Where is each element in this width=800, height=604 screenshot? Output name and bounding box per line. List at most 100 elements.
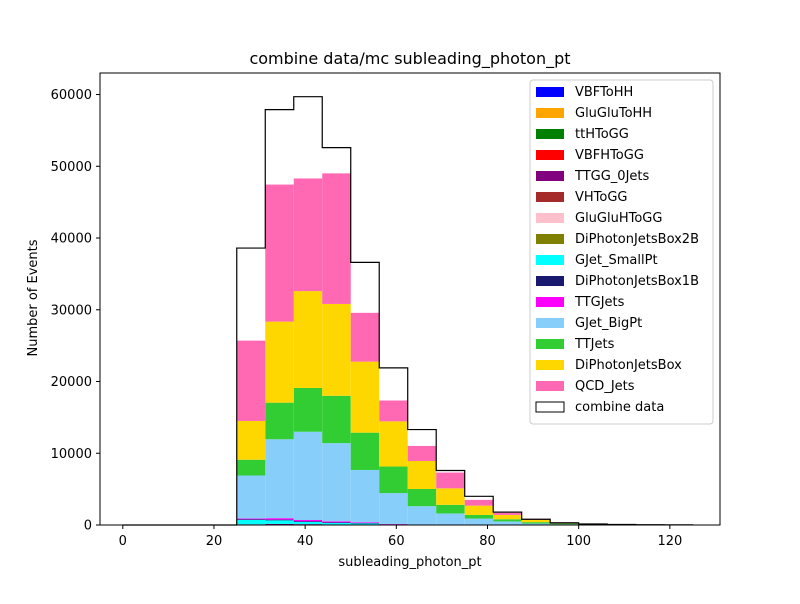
chart-title: combine data/mc subleading_photon_pt [249, 49, 570, 69]
x-tick-label: 100 [566, 534, 591, 549]
legend-label: GJet_SmallPt [575, 253, 658, 268]
legend-swatch [536, 297, 564, 307]
bar-DiPhotonJetsBox-bin-10 [408, 461, 436, 489]
legend-swatch [536, 318, 564, 328]
bar-TTJets-bin-12 [465, 515, 493, 519]
legend-label: DiPhotonJetsBox1B [575, 274, 699, 289]
bar-TTJets-bin-13 [493, 519, 521, 521]
bar-GJet_SmallPt-bin-4 [237, 520, 265, 524]
bar-QCD_Jets-bin-9 [379, 401, 407, 422]
bar-QCD_Jets-bin-10 [408, 446, 436, 461]
bar-DiPhotonJetsBox-bin-6 [294, 291, 322, 388]
bar-DiPhotonJetsBox-bin-5 [265, 322, 293, 403]
legend-label: GluGluToHH [575, 106, 652, 121]
bar-GJet_BigPt-bin-8 [351, 470, 379, 522]
bar-GJet_BigPt-bin-5 [265, 439, 293, 518]
legend: VBFToHH GluGluToHH ttHToGG VBFHToGG TTGG_0Je… [530, 80, 713, 424]
bar-TTGJets-bin-5 [265, 518, 293, 519]
bar-DiPhotonJetsBox1B-bin-6 [294, 521, 322, 522]
bar-GJet_SmallPt-bin-8 [351, 523, 379, 524]
bar-TTGJets-bin-7 [322, 521, 350, 522]
legend-label: DiPhotonJetsBox [575, 358, 682, 373]
bar-TTJets-bin-11 [436, 505, 464, 514]
bar-DiPhotonJetsBox1B-bin-5 [265, 520, 293, 521]
legend-label: TTJets [574, 337, 615, 352]
bar-TTJets-bin-4 [237, 460, 265, 476]
bar-TTJets-bin-6 [294, 388, 322, 432]
bar-GJet_BigPt-bin-4 [237, 476, 265, 519]
bar-DiPhotonJetsBox-bin-11 [436, 488, 464, 505]
legend-label: VHToGG [575, 190, 628, 205]
bar-DiPhotonJetsBox1B-bin-7 [322, 522, 350, 523]
x-axis-label: subleading_photon_pt [338, 555, 481, 570]
bar-GJet_BigPt-bin-6 [294, 432, 322, 520]
bar-QCD_Jets-bin-7 [322, 173, 350, 304]
x-tick-label: 20 [206, 534, 223, 549]
y-axis-label: Number of Events [26, 239, 41, 356]
legend-swatch [536, 276, 564, 286]
bar-TTGJets-bin-6 [294, 520, 322, 521]
bar-GJet_BigPt-bin-12 [465, 519, 493, 525]
legend-label: VBFToHH [575, 85, 633, 100]
bar-TTJets-bin-7 [322, 396, 350, 443]
bar-DiPhotonJetsBox-bin-13 [493, 515, 521, 519]
legend-swatch [536, 87, 564, 97]
y-tick-label: 20000 [51, 375, 92, 390]
legend-swatch [536, 234, 564, 244]
bar-QCD_Jets-bin-4 [237, 341, 265, 421]
bar-TTJets-bin-10 [408, 489, 436, 506]
bar-GJet_SmallPt-bin-7 [322, 523, 350, 524]
legend-label: VBFHToGG [575, 148, 644, 163]
legend-label: TTGG_0Jets [574, 169, 650, 184]
x-tick-label: 80 [479, 534, 496, 549]
legend-swatch [536, 339, 564, 349]
bar-DiPhotonJetsBox-bin-12 [465, 506, 493, 515]
x-tick-label: 40 [297, 534, 314, 549]
y-tick-label: 60000 [51, 88, 92, 103]
bar-QCD_Jets-bin-13 [493, 513, 521, 515]
bar-GJet_BigPt-bin-7 [322, 443, 350, 521]
bar-QCD_Jets-bin-11 [436, 473, 464, 489]
bar-DiPhotonJetsBox-bin-14 [522, 520, 550, 522]
y-tick-label: 40000 [51, 232, 92, 247]
legend-swatch [536, 171, 564, 181]
legend-swatch [536, 213, 564, 223]
bar-TTJets-bin-5 [265, 403, 293, 440]
bar-DiPhotonJetsBox1B-bin-4 [237, 519, 265, 520]
y-tick-label: 10000 [51, 447, 92, 462]
legend-label: QCD_Jets [575, 379, 635, 394]
bar-DiPhotonJetsBox-bin-4 [237, 421, 265, 460]
legend-label: GluGluHToGG [575, 211, 662, 226]
x-tick-label: 0 [119, 534, 127, 549]
bar-GJet_BigPt-bin-10 [408, 506, 436, 525]
bar-QCD_Jets-bin-5 [265, 185, 293, 322]
bar-DiPhotonJetsBox-bin-9 [379, 421, 407, 466]
legend-label: ttHToGG [575, 127, 629, 142]
bar-QCD_Jets-bin-12 [465, 500, 493, 506]
legend-swatch [536, 255, 564, 265]
legend-label: TTGJets [574, 295, 625, 310]
x-tick-label: 60 [388, 534, 405, 549]
bar-TTJets-bin-9 [379, 467, 407, 494]
bar-QCD_Jets-bin-8 [351, 313, 379, 362]
bar-GJet_BigPt-bin-11 [436, 513, 464, 524]
y-tick-label: 50000 [51, 160, 92, 175]
bar-GJet_BigPt-bin-13 [493, 521, 521, 525]
legend-label: combine data [575, 400, 664, 415]
bar-TTJets-bin-8 [351, 433, 379, 470]
legend-label: DiPhotonJetsBox2B [575, 232, 699, 247]
legend-swatch [536, 402, 564, 412]
bar-DiPhotonJetsBox-bin-7 [322, 304, 350, 396]
legend-swatch [536, 129, 564, 139]
bar-TTGJets-bin-4 [237, 519, 265, 520]
legend-label: GJet_BigPt [575, 316, 642, 331]
legend-swatch [536, 192, 564, 202]
x-tick-label: 120 [657, 534, 682, 549]
bar-TTJets-bin-15 [550, 524, 578, 525]
legend-swatch [536, 150, 564, 160]
bar-GJet_BigPt-bin-9 [379, 493, 407, 524]
legend-swatch [536, 381, 564, 391]
legend-swatch [536, 360, 564, 370]
